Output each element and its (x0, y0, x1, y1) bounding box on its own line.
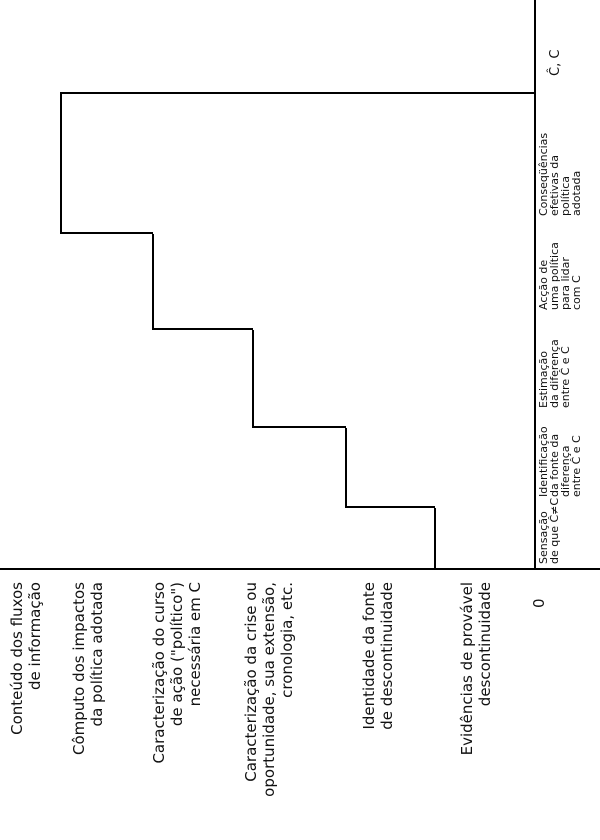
y-label-course-of-action: Caracterização do curso de ação ("políti… (150, 582, 204, 832)
x-label-line: com C (570, 275, 583, 310)
y-label-line: oportunidade, sua extensão, (260, 582, 278, 797)
x-label-estimation: Estimação da diferença entre Ĉ e C (537, 339, 572, 408)
x-label-sensation: Sensação de que Ĉ≠C (537, 497, 561, 564)
y-label-information-content: Conteúdo dos fluxos de informação (8, 582, 44, 832)
y-label-line: Identidade da fonte (360, 582, 378, 730)
y-label-line: cronologia, etc. (278, 582, 296, 698)
x-label-policy-action: Acção de uma política para lidar com C (537, 242, 583, 310)
step-vertical-3 (152, 328, 253, 330)
y-label-line: de informação (26, 582, 44, 690)
y-label-line: Evidências de provável (458, 582, 476, 756)
x-label-line: entre Ĉ e C (570, 435, 583, 497)
y-label-line: da política adotada (88, 582, 106, 727)
y-label-line: descontinuidade (476, 582, 494, 707)
vertical-axis (0, 568, 600, 570)
x-label-consequences: Conseqüências efetivas da política adota… (537, 133, 583, 216)
origin-label: 0 (530, 598, 548, 608)
step-horizontal-2 (345, 428, 347, 508)
y-label-line: Conteúdo dos fluxos (8, 582, 26, 735)
y-label-line: necessária em C (186, 582, 204, 707)
step-horizontal-top (60, 94, 62, 234)
step-horizontal-4 (152, 234, 154, 330)
step-vertical-right (60, 92, 535, 94)
x-label-line: adotada (570, 170, 583, 216)
y-label-line: Cômputo dos impactos (70, 582, 88, 756)
y-label-policy-impacts: Cômputo dos impactos da política adotada (70, 582, 106, 832)
x-axis-end-label: Ĉ, C (548, 49, 563, 76)
x-label-line: de que Ĉ≠C (548, 497, 561, 564)
step-vertical-4 (60, 232, 153, 234)
y-label-line: de ação ("político") (168, 582, 186, 727)
x-label-identification: Identificação da fonte da diferença entr… (537, 426, 583, 497)
x-label-line: entre Ĉ e C (559, 346, 572, 408)
horizontal-axis (534, 0, 536, 570)
y-label-discontinuity-evidence: Evidências de provável descontinuidade (458, 582, 494, 832)
y-label-line: Caracterização do curso (150, 582, 168, 764)
step-horizontal-1 (434, 508, 436, 570)
y-label-line: Caracterização da crise ou (242, 582, 260, 782)
y-label-line: de descontinuidade (378, 582, 396, 730)
step-vertical-1 (345, 506, 435, 508)
step-vertical-2 (252, 426, 346, 428)
y-label-crisis-characterization: Caracterização da crise ou oportunidade,… (242, 582, 296, 832)
x-end-text: Ĉ, C (548, 49, 563, 76)
step-horizontal-3 (252, 330, 254, 428)
y-label-discontinuity-source: Identidade da fonte de descontinuidade (360, 582, 396, 832)
